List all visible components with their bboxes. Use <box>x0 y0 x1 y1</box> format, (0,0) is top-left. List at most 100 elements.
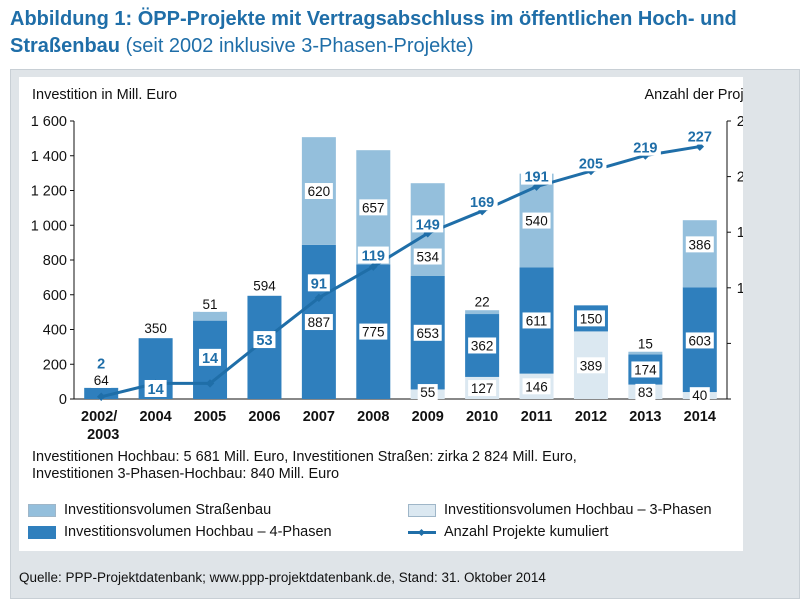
x-tick-label: 2006 <box>248 409 280 425</box>
legend-item-hochbau-3: Investitionsvolumen Hochbau – 3-Phasen <box>408 502 712 518</box>
y-tick-label: 600 <box>43 288 67 304</box>
bar-label-box <box>468 380 497 397</box>
bar-label-box <box>472 293 493 310</box>
bar-data-label: 22 <box>475 295 490 310</box>
right-axis-title: Anzahl der Projekte <box>644 87 743 103</box>
line-label-box <box>575 154 607 172</box>
bar-data-label: 594 <box>253 278 276 293</box>
bar-data-label: 64 <box>94 373 110 388</box>
bar-label-box <box>631 361 660 378</box>
legend-item-strassenbau: Investitionsvolumen Straßenbau <box>28 502 271 518</box>
bar-data-label: 620 <box>308 184 331 199</box>
line-data-label: 91 <box>311 276 327 292</box>
y-tick-label: 0 <box>59 392 67 408</box>
bar-label-box <box>250 277 279 294</box>
line-data-label: 169 <box>470 195 494 211</box>
line-label-box <box>629 138 661 156</box>
x-tick-label: 2005 <box>194 409 226 425</box>
line-data-label: 205 <box>579 156 603 172</box>
x-tick-label: 2014 <box>684 409 716 425</box>
legend-label-hochbau-3: Investitionsvolumen Hochbau – 3-Phasen <box>444 502 712 518</box>
y-tick-label: 1 400 <box>31 149 67 165</box>
x-tick-label: 2004 <box>139 409 171 425</box>
bar-data-label: 611 <box>526 313 548 328</box>
bar-label-box <box>304 314 333 331</box>
line-label-box <box>466 193 498 211</box>
bar-data-label: 174 <box>634 362 657 377</box>
swatch-hochbau-4 <box>28 525 56 539</box>
bar-label-box <box>685 332 714 349</box>
chart-title: Abbildung 1: ÖPP-Projekte mit Vertragsab… <box>10 6 800 60</box>
bar-strassenbau <box>465 310 500 315</box>
title-sub: (seit 2002 inklusive 3-Phasen-Projekte) <box>125 35 474 57</box>
note-line-1: Investitionen Hochbau: 5 681 Mill. Euro,… <box>32 449 577 465</box>
bar-data-label: 55 <box>420 385 435 400</box>
legend-item-hochbau-4: Investitionsvolumen Hochbau – 4-Phasen <box>28 524 332 540</box>
y2-tick-label: 250 <box>737 114 743 130</box>
bar-label-box <box>522 378 551 395</box>
left-axis-title: Investition in Mill. Euro <box>32 87 177 103</box>
bar-strassenbau <box>193 311 228 321</box>
y-tick-label: 200 <box>43 357 67 373</box>
line-data-label: 14 <box>148 382 164 398</box>
x-tick-label: 2010 <box>466 409 498 425</box>
legend-label-projekte: Anzahl Projekte kumuliert <box>444 524 609 540</box>
bar-label-box <box>522 312 551 329</box>
projekte-marker <box>205 379 215 388</box>
y-tick-label: 1 000 <box>31 218 67 234</box>
line-data-label: 149 <box>416 217 440 233</box>
bar-data-label: 534 <box>416 250 439 265</box>
bar-label-box <box>359 199 388 216</box>
legend-label-hochbau-4: Investitionsvolumen Hochbau – 4-Phasen <box>64 524 332 540</box>
bar-strassenbau <box>628 351 663 355</box>
bar-data-label: 150 <box>580 311 603 326</box>
bar-label-box <box>522 212 551 229</box>
bar-data-label: 40 <box>692 388 707 403</box>
bar-strassenbau <box>682 220 717 288</box>
title-main: Abbildung 1: ÖPP-Projekte mit Vertragsab… <box>10 8 737 57</box>
line-label-box <box>684 127 716 145</box>
x-tick-label: 2009 <box>412 409 444 425</box>
bar-label-box <box>413 324 442 341</box>
bar-data-label: 657 <box>362 200 385 215</box>
x-tick-label: 2007 <box>303 409 335 425</box>
line-data-label: 219 <box>633 141 657 157</box>
projekte-line <box>100 145 701 399</box>
line-label-box <box>412 215 444 233</box>
swatch-hochbau-3 <box>408 503 436 517</box>
bar-label-box <box>685 236 714 253</box>
bar-label-box <box>200 295 221 312</box>
bar-label-box <box>635 383 656 400</box>
line-data-label: 227 <box>688 130 712 146</box>
y-tick-label: 400 <box>43 323 67 339</box>
line-data-label: 119 <box>362 249 385 265</box>
line-label-box <box>94 354 108 372</box>
bar-data-label: 653 <box>416 326 439 341</box>
legend-label-strassenbau: Investitionsvolumen Straßenbau <box>64 502 272 518</box>
x-tick-label: 2002/ <box>81 409 117 425</box>
bar-data-label: 887 <box>308 315 331 330</box>
line-label-box <box>144 379 167 397</box>
bar-data-label: 15 <box>638 336 653 351</box>
line-label-box <box>199 348 222 366</box>
y-tick-label: 1 600 <box>31 114 67 130</box>
y2-tick-label: 150 <box>737 225 743 241</box>
bar-label-box <box>417 384 438 401</box>
bar-label-box <box>468 337 497 354</box>
line-label-box <box>357 246 389 264</box>
swatch-projekte-line <box>408 526 436 539</box>
investment-notes: Investitionen Hochbau: 5 681 Mill. Euro,… <box>32 449 577 483</box>
bar-label-box <box>576 357 605 374</box>
x-tick-label: 2012 <box>575 409 607 425</box>
chart-area: Investition in Mill. Euro Anzahl der Proj… <box>19 77 771 551</box>
x-tick-label: 2011 <box>521 409 552 425</box>
x-tick-label-cont: 2003 <box>87 427 119 443</box>
bar-label-box <box>576 310 605 327</box>
bar-label-box <box>413 248 442 265</box>
bar-data-label: 350 <box>144 321 167 336</box>
y-tick-label: 1 200 <box>31 184 67 200</box>
projekte-marker <box>314 293 324 303</box>
legend-item-projekte: Anzahl Projekte kumuliert <box>408 524 608 540</box>
bar-data-label: 540 <box>525 214 548 229</box>
line-data-label: 191 <box>524 170 548 186</box>
